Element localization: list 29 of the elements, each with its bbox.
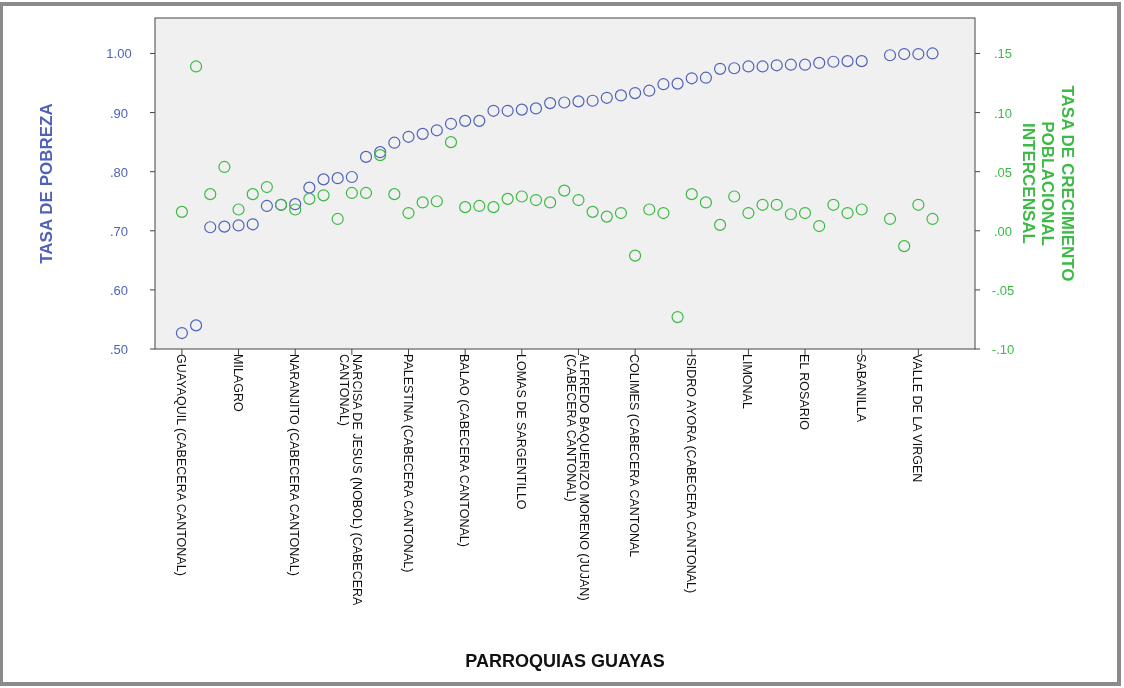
x-tick-label: NARANJITO (CABECERA CANTONAL) [287, 354, 302, 576]
y-tick-label: .90 [109, 105, 129, 121]
x-tick-label: COLIMES (CABECERA CANTONAL [627, 354, 642, 558]
y2-tick-label: -.05 [991, 282, 1015, 298]
x-tick-label: GUAYAQUIL (CABECERA CANTONAL) [173, 354, 188, 576]
x-tick-label: LOMAS DE SARGENTILLO [513, 354, 528, 510]
x-tick-label: EL ROSARIO [797, 354, 812, 431]
y-tick-label: .70 [109, 223, 129, 239]
x-tick-label: BALAO (CABECERA CANTONAL) [457, 354, 472, 547]
y2-tick-label: .15 [993, 46, 1013, 62]
y-axis-title: TASA DE POBREZA [37, 103, 56, 264]
y2-tick-label: .00 [993, 223, 1013, 239]
x-tick-label: MILAGRO [230, 354, 245, 412]
x-tick-label: LIMONAL [740, 354, 755, 409]
x-tick-label: SABANILLA [853, 354, 868, 423]
x-tick-label: VALLE DE LA VIRGEN [910, 354, 925, 483]
y-tick-label: .50 [109, 342, 129, 357]
x-tick-label: PALESTINA (CABECERA CANTONAL) [400, 354, 415, 573]
y2-axis-title: TASA DE CRECIMIENTO POBLACIONAL INTERCENSAL [1018, 85, 1077, 282]
y2-tick-label: .10 [993, 105, 1013, 121]
x-tick-label: ALFREDO BAQUERIZO MORENO (JUJAN) (CABECERA CANTONAL) [563, 354, 591, 601]
x-tick-label: NARCISA DE JESUS (NOBOL) (CABECERA CANTONAL) [337, 354, 365, 607]
y2-tick-label: -.10 [991, 342, 1015, 357]
y-tick-label: .80 [109, 164, 129, 180]
y2-tick-label: .05 [993, 164, 1013, 180]
y-tick-label: .60 [109, 282, 129, 298]
x-tick-label: ISIDRO AYORA (CABECERA CANTONAL) [683, 354, 698, 594]
y-tick-label: 1.00 [106, 46, 132, 62]
x-axis-title: PARROQUIAS GUAYAS [465, 651, 665, 671]
